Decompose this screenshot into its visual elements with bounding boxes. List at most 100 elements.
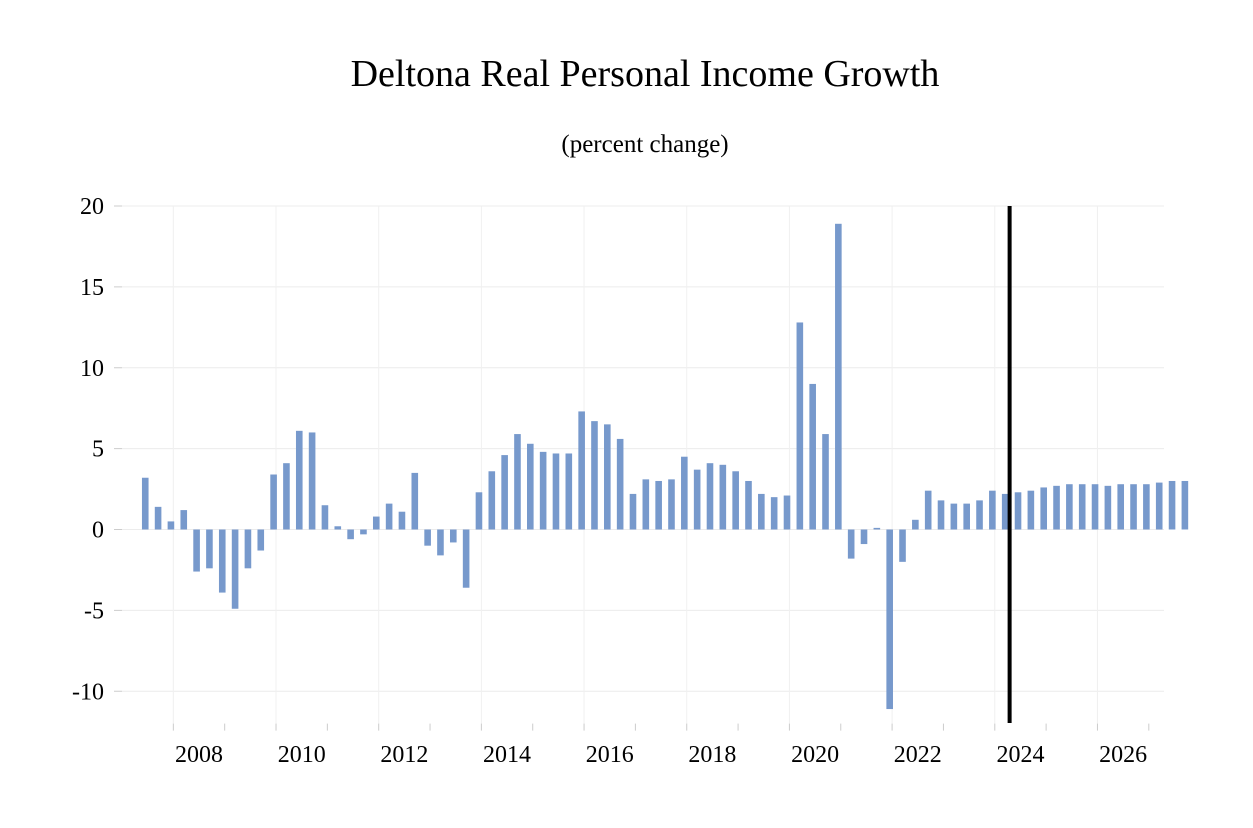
bar — [308, 432, 316, 530]
y-tick-label: 5 — [92, 437, 104, 463]
bar — [475, 492, 483, 530]
bar — [244, 529, 252, 569]
bar — [1091, 484, 1099, 530]
x-axis: 2008 2010 2012 2014 2016 2018 2020 2022 2024 2026 — [172, 723, 1150, 768]
bar — [1117, 484, 1125, 530]
bar — [706, 463, 714, 530]
x-tick-label: 2016 — [586, 742, 634, 768]
bar — [1053, 485, 1060, 530]
bar — [141, 477, 149, 530]
bar — [565, 453, 573, 530]
bar — [591, 421, 598, 530]
bar — [218, 529, 226, 593]
y-tick-label: 0 — [92, 518, 104, 544]
bar — [231, 529, 239, 609]
bar — [1014, 492, 1022, 530]
x-tick-label: 2026 — [1099, 742, 1147, 768]
y-tick-label: 20 — [80, 194, 104, 220]
bar — [257, 529, 265, 551]
bar — [334, 526, 342, 530]
bar — [847, 529, 855, 559]
bar — [886, 529, 893, 710]
bar — [1181, 480, 1189, 530]
x-tick-label: 2010 — [278, 742, 326, 768]
bar — [1027, 490, 1035, 530]
bar — [411, 472, 419, 530]
bar — [372, 516, 380, 530]
bar — [578, 411, 585, 530]
bar — [732, 471, 739, 530]
bar — [860, 529, 868, 545]
bar — [822, 434, 829, 530]
bar — [437, 529, 444, 556]
y-tick-label: 15 — [80, 275, 104, 301]
bar — [1104, 485, 1112, 530]
bar — [347, 529, 354, 540]
bar — [360, 529, 367, 535]
bar — [873, 527, 881, 530]
bar — [1040, 487, 1048, 530]
bar — [206, 529, 213, 569]
bar — [398, 511, 406, 530]
bar — [989, 490, 996, 530]
bar — [681, 456, 688, 530]
bars — [141, 223, 1189, 710]
chart-title: Deltona Real Personal Income Growth — [350, 53, 940, 95]
bar — [321, 505, 329, 530]
bar — [758, 493, 765, 530]
bar — [193, 529, 200, 572]
bar — [1168, 480, 1176, 530]
bar — [1001, 493, 1009, 530]
bar — [283, 463, 290, 530]
bar — [642, 479, 650, 530]
bar — [809, 383, 816, 530]
bar — [770, 497, 778, 530]
y-axis: 20 15 10 5 0 -5 -10 — [72, 194, 122, 705]
bar — [899, 529, 906, 562]
bar — [501, 455, 508, 530]
bar — [976, 500, 983, 530]
bar — [462, 529, 470, 588]
bar — [1155, 482, 1163, 530]
bar — [270, 474, 277, 530]
bar — [616, 438, 624, 530]
bar — [937, 500, 945, 530]
bar — [963, 503, 970, 530]
chart-subtitle: (percent change) — [561, 131, 729, 158]
bar — [552, 453, 560, 530]
x-tick-label: 2012 — [380, 742, 428, 768]
bar — [719, 464, 727, 530]
bar — [1130, 484, 1137, 530]
x-tick-label: 2018 — [688, 742, 736, 768]
bar — [1078, 484, 1086, 530]
bar — [167, 521, 175, 530]
bar — [655, 480, 662, 530]
bar — [385, 503, 393, 530]
bar — [629, 493, 637, 530]
bar — [668, 479, 675, 530]
x-tick-label: 2022 — [894, 742, 942, 768]
bar — [693, 469, 701, 530]
bar — [539, 451, 547, 530]
bar — [835, 223, 842, 530]
bar — [1143, 484, 1150, 530]
y-tick-label: -10 — [72, 679, 104, 705]
x-tick-label: 2008 — [175, 742, 223, 768]
bar — [295, 430, 303, 530]
bar — [950, 503, 958, 530]
y-tick-label: -5 — [84, 598, 104, 624]
bar — [924, 490, 932, 530]
bar — [1066, 484, 1073, 530]
bar — [527, 443, 534, 530]
bar — [424, 529, 431, 546]
bar — [745, 480, 752, 530]
bar — [488, 471, 496, 530]
bar — [514, 434, 521, 530]
bar — [449, 529, 457, 543]
bar — [154, 506, 162, 530]
bar — [604, 424, 611, 530]
y-tick-label: 10 — [80, 356, 104, 382]
bar — [796, 322, 804, 530]
x-tick-label: 2024 — [996, 742, 1044, 768]
